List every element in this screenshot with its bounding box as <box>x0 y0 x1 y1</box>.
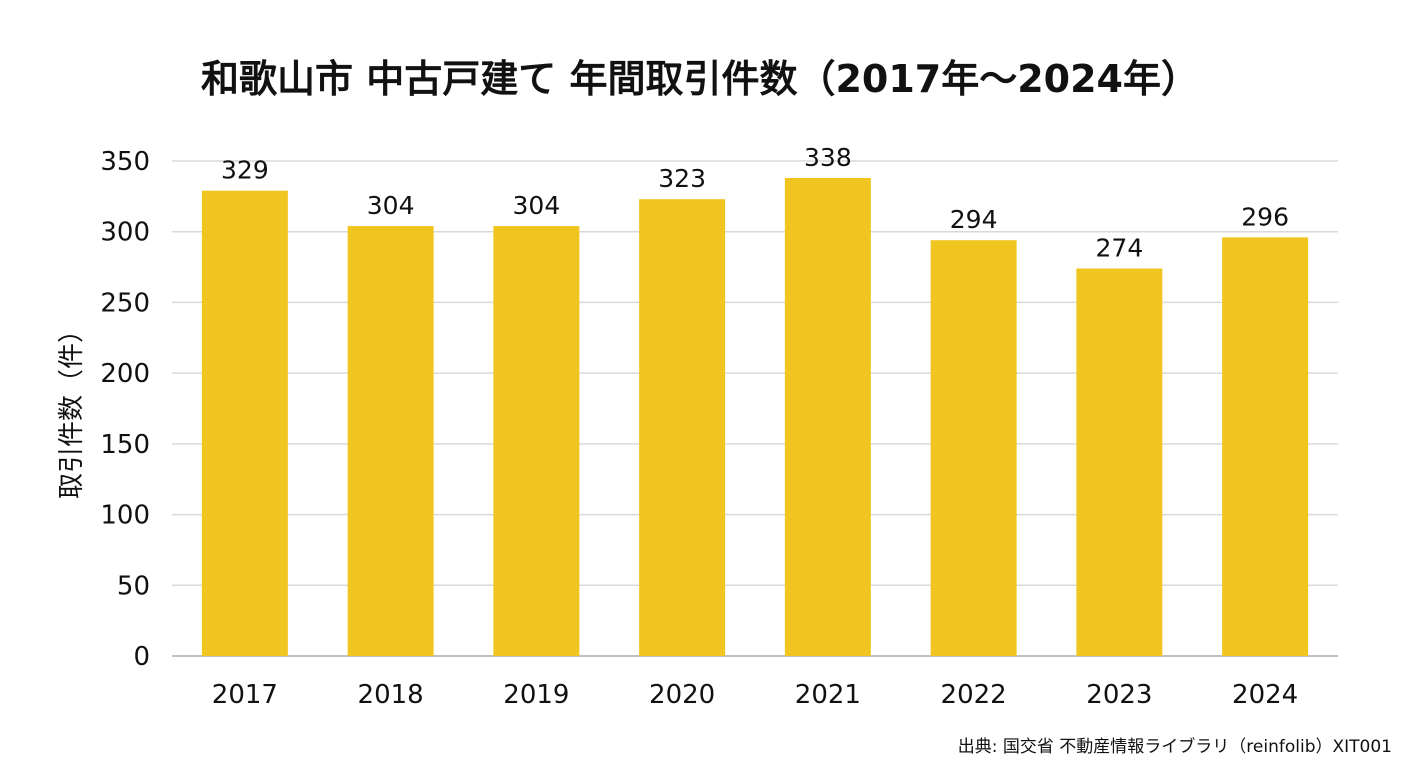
x-tick-label-2020: 2020 <box>649 680 715 710</box>
data-label-2019: 304 <box>513 191 561 220</box>
bar-2021 <box>784 177 871 656</box>
x-tick-label-2022: 2022 <box>941 680 1007 710</box>
bar-2023 <box>1076 268 1163 656</box>
x-tick-label-2024: 2024 <box>1232 680 1298 710</box>
bar-2024 <box>1222 237 1309 656</box>
bars <box>201 177 1309 657</box>
y-tick-label: 250 <box>100 288 150 318</box>
data-label-2020: 323 <box>658 164 706 193</box>
data-label-2021: 338 <box>804 143 852 172</box>
x-axis-ticks: 2017 2018 2019 2020 2021 2022 2023 2024 <box>212 680 1298 710</box>
y-tick-label: 0 <box>133 642 150 672</box>
source-note: 出典: 国交省 不動産情報ライブラリ（reinfolib）XIT001 <box>958 736 1392 757</box>
y-tick-label: 150 <box>100 430 150 460</box>
y-tick-label: 100 <box>100 501 150 531</box>
y-axis-label: 取引件数（件） <box>57 317 87 499</box>
data-label-2017: 329 <box>221 156 269 185</box>
y-tick-label: 350 <box>100 147 150 177</box>
data-label-2022: 294 <box>950 205 998 234</box>
bar-2020 <box>639 199 726 656</box>
x-tick-label-2018: 2018 <box>358 680 424 710</box>
bar-2022 <box>930 240 1017 656</box>
data-label-2024: 296 <box>1241 202 1289 231</box>
y-tick-label: 50 <box>117 571 150 601</box>
x-tick-label-2021: 2021 <box>795 680 861 710</box>
y-tick-label: 300 <box>100 218 150 248</box>
gridlines <box>172 160 1338 657</box>
y-tick-label: 200 <box>100 359 150 389</box>
bar-2019 <box>493 226 580 657</box>
data-label-2023: 274 <box>1096 233 1144 262</box>
bar-2018 <box>347 226 434 657</box>
x-tick-label-2023: 2023 <box>1086 680 1152 710</box>
x-tick-label-2019: 2019 <box>503 680 569 710</box>
data-labels: 329 304 304 323 338 294 274 296 <box>221 143 1289 263</box>
data-label-2018: 304 <box>367 191 415 220</box>
chart-title: 和歌山市 中古戸建て 年間取引件数（2017年〜2024年） <box>201 57 1199 101</box>
x-tick-label-2017: 2017 <box>212 680 278 710</box>
bar-2017 <box>201 190 288 656</box>
y-axis-ticks: 0 50 100 150 200 250 300 350 <box>100 147 150 672</box>
